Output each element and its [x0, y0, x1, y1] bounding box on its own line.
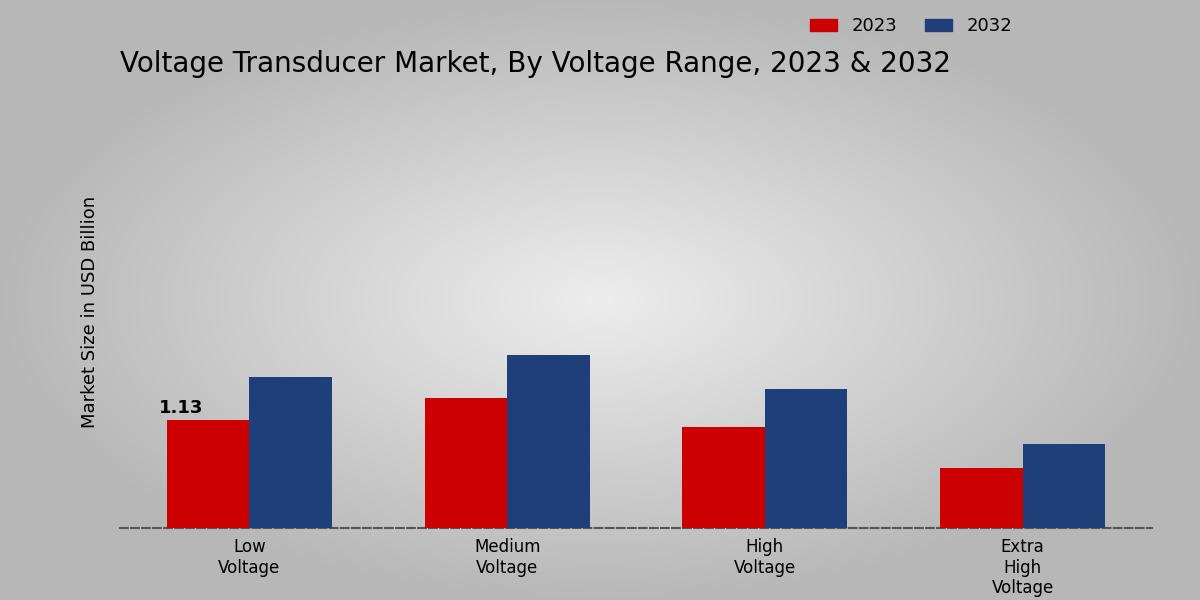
Bar: [167, 419, 250, 528]
Bar: [764, 389, 847, 528]
Text: 1.13: 1.13: [158, 398, 203, 416]
Bar: [683, 427, 764, 528]
Bar: [1022, 445, 1105, 528]
Y-axis label: Market Size in USD Billion: Market Size in USD Billion: [82, 196, 100, 428]
Bar: [508, 355, 589, 528]
Bar: [250, 377, 332, 528]
Text: Voltage Transducer Market, By Voltage Range, 2023 & 2032: Voltage Transducer Market, By Voltage Ra…: [120, 50, 952, 78]
Bar: [940, 467, 1022, 528]
Legend: 2023, 2032: 2023, 2032: [803, 10, 1019, 43]
Bar: [425, 398, 508, 528]
